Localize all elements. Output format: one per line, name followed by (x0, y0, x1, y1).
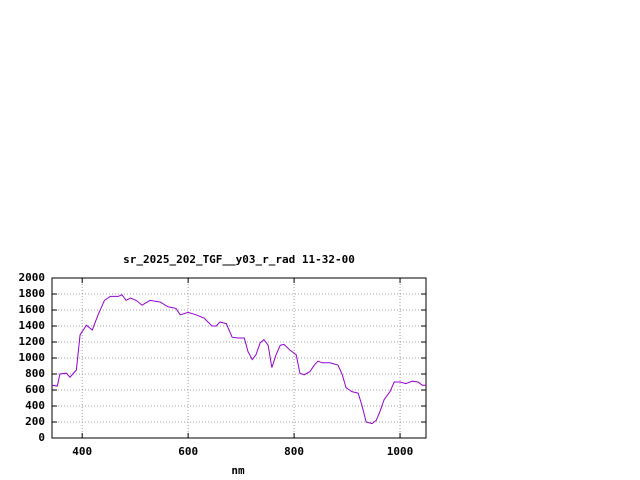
y-tick-label: 1600 (19, 303, 46, 316)
y-tick-label: 600 (25, 383, 45, 396)
y-tick-label: 200 (25, 415, 45, 428)
y-tick-label: 1800 (19, 287, 46, 300)
y-tick-label: 0 (38, 431, 45, 444)
y-tick-label: 1400 (19, 319, 46, 332)
chart-title: sr_2025_202_TGF__y03_r_rad 11-32-00 (123, 253, 355, 266)
x-tick-label: 800 (284, 445, 304, 458)
x-tick-label: 1000 (387, 445, 414, 458)
y-tick-label: 400 (25, 399, 45, 412)
x-tick-label: 600 (178, 445, 198, 458)
plot-frame (51, 277, 427, 439)
y-tick-label: 1200 (19, 335, 46, 348)
y-tick-label: 2000 (19, 271, 46, 284)
y-tick-label: 800 (25, 367, 45, 380)
x-axis-label: nm (231, 464, 245, 477)
data-line (51, 294, 426, 425)
x-tick-label: 400 (72, 445, 92, 458)
y-tick-label: 1000 (19, 351, 46, 364)
